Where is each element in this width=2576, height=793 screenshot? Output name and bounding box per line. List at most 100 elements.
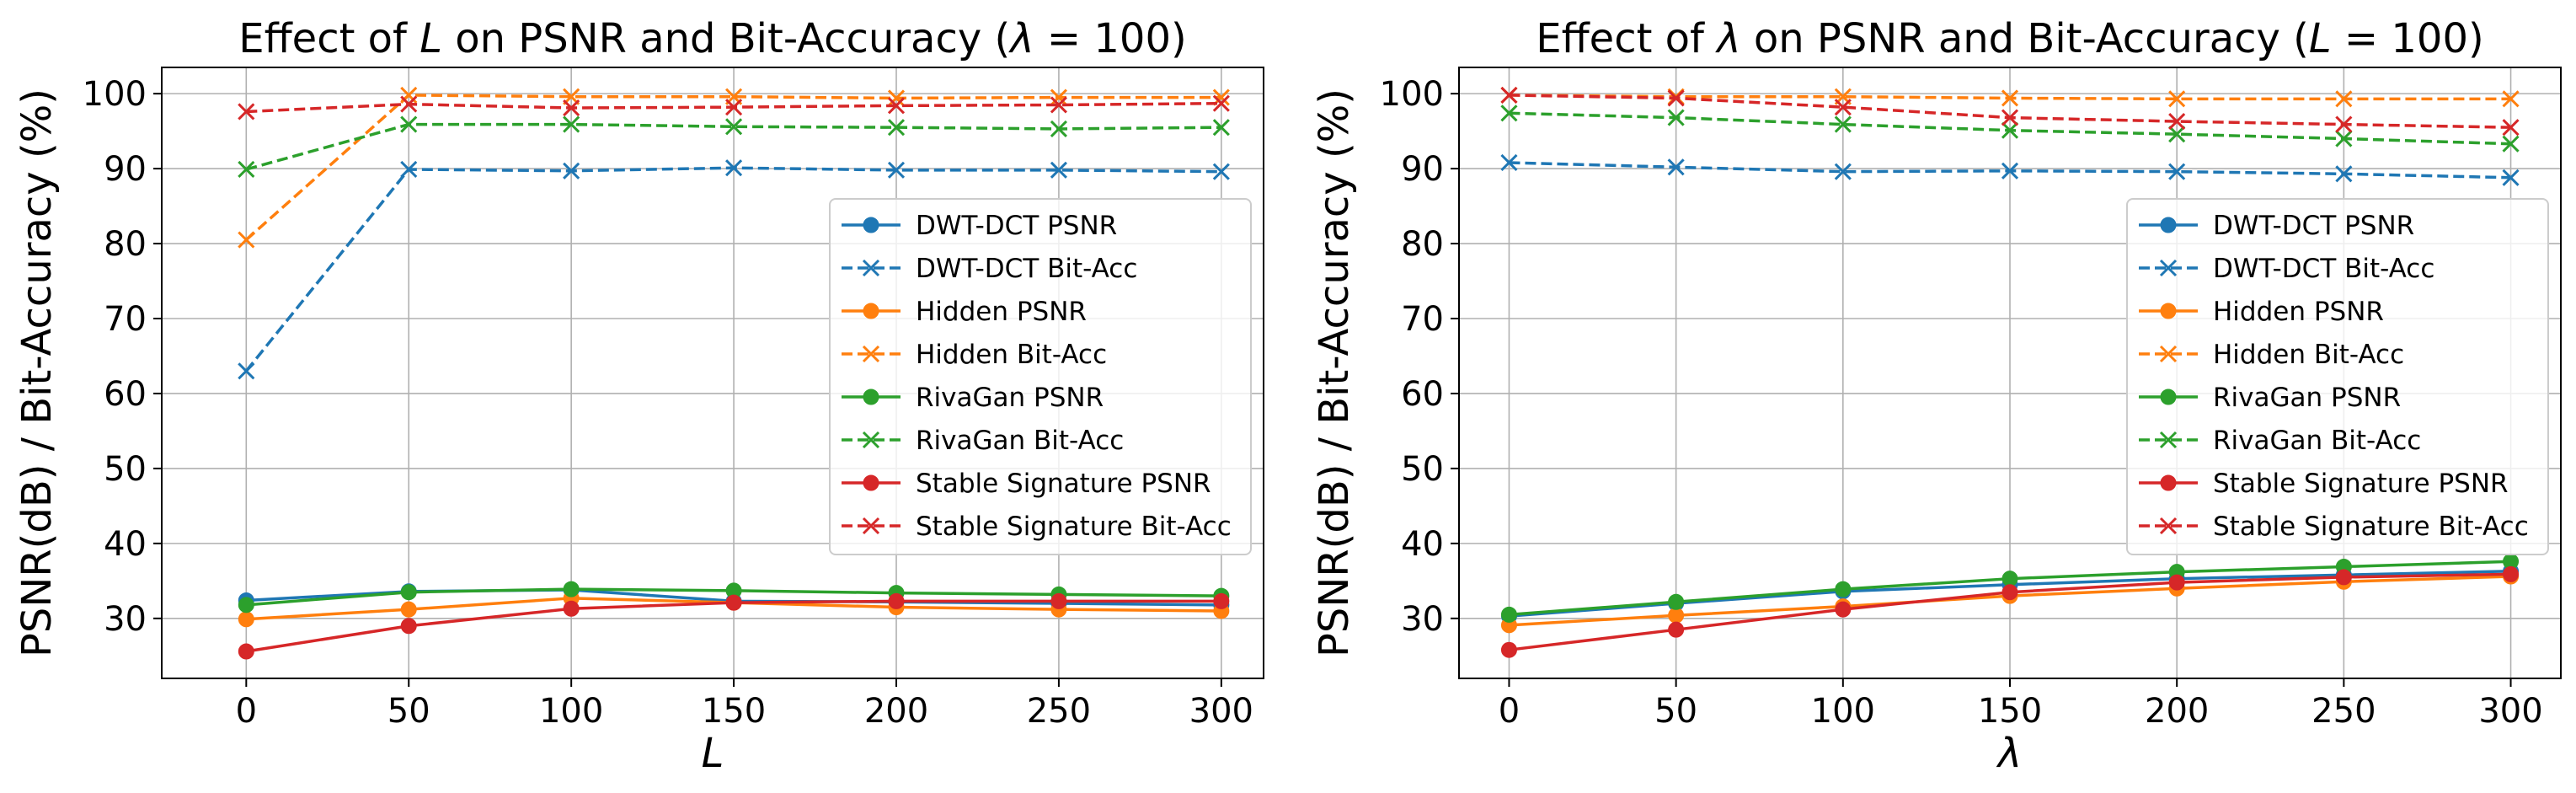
data-point bbox=[1835, 601, 1852, 618]
data-point bbox=[2001, 89, 2019, 107]
title-part: L bbox=[2309, 15, 2332, 62]
data-point bbox=[1050, 96, 1067, 114]
data-point bbox=[400, 584, 417, 601]
title-part: λ bbox=[1714, 15, 1740, 62]
y-axis-label: PSNR(dB) / Bit-Accuracy (%) bbox=[13, 88, 61, 657]
y-tick-label: 30 bbox=[104, 600, 147, 639]
data-point bbox=[2502, 119, 2520, 137]
x-tick-label: 250 bbox=[2311, 692, 2376, 731]
series-rivagan-psnr bbox=[1500, 553, 2520, 623]
legend-label: Hidden Bit-Acc bbox=[916, 340, 1107, 370]
legend-marker bbox=[2159, 517, 2178, 535]
legend: DWT-DCT PSNR DWT-DCT Bit-Acc Hidden PSNR Hi… bbox=[829, 198, 1252, 555]
data-point bbox=[238, 362, 255, 380]
legend-marker bbox=[2160, 217, 2177, 233]
x-tick-label: 200 bbox=[2145, 692, 2209, 731]
data-point bbox=[888, 592, 905, 609]
legend-label: RivaGan PSNR bbox=[916, 383, 1104, 413]
legend-item: Stable Signature Bit-Acc bbox=[842, 512, 1232, 542]
legend-marker bbox=[2160, 303, 2177, 319]
legend-item: Stable Signature Bit-Acc bbox=[2139, 512, 2529, 542]
x-tick-label: 300 bbox=[1189, 692, 1253, 731]
data-point bbox=[1500, 104, 1518, 122]
y-tick-label: 90 bbox=[104, 150, 147, 189]
data-point bbox=[2503, 565, 2520, 582]
legend: DWT-DCT PSNR DWT-DCT Bit-Acc Hidden PSNR Hi… bbox=[2126, 198, 2549, 555]
data-point bbox=[2168, 163, 2186, 180]
data-point bbox=[887, 89, 906, 107]
legend-marker bbox=[862, 517, 880, 535]
data-point bbox=[1050, 88, 1067, 106]
legend-marker bbox=[2159, 431, 2178, 449]
data-point bbox=[1834, 115, 1852, 133]
legend-label: Hidden Bit-Acc bbox=[2213, 340, 2404, 370]
data-point bbox=[2502, 135, 2520, 153]
series-stable-signature-bit-acc bbox=[1500, 86, 2520, 137]
y-tick-label: 90 bbox=[1401, 150, 1444, 189]
data-point bbox=[1500, 153, 1518, 172]
legend-marker bbox=[2159, 345, 2178, 363]
data-point bbox=[238, 643, 254, 660]
legend-marker bbox=[863, 217, 879, 233]
title-part: L bbox=[420, 15, 442, 62]
data-point bbox=[400, 95, 418, 113]
legend-label: Stable Signature PSNR bbox=[916, 469, 1211, 499]
x-tick-label: 150 bbox=[702, 692, 766, 731]
y-tick-label: 80 bbox=[104, 225, 147, 264]
data-point bbox=[1667, 158, 1685, 176]
data-point bbox=[2335, 115, 2353, 133]
y-tick-label: 50 bbox=[104, 450, 147, 489]
legend-marker bbox=[862, 431, 880, 449]
y-tick-label: 50 bbox=[1401, 450, 1444, 489]
data-point bbox=[1835, 581, 1852, 597]
series-stable-signature-psnr bbox=[1500, 565, 2520, 658]
title-part: on PSNR and Bit-Accuracy ( bbox=[442, 15, 1010, 62]
chart-panel-2: 0 50 100 150 200 250 300 30 40 50 60 70 80 90 100 Effec… bbox=[1311, 15, 2562, 777]
data-point bbox=[1500, 641, 1517, 658]
data-point bbox=[2502, 90, 2520, 108]
data-point bbox=[2335, 130, 2353, 147]
data-point bbox=[1050, 592, 1067, 609]
y-tick-label: 40 bbox=[1401, 525, 1444, 564]
legend-marker bbox=[2160, 474, 2177, 491]
data-point bbox=[238, 611, 254, 628]
data-point bbox=[1212, 119, 1230, 137]
data-point bbox=[887, 161, 906, 179]
legend-item: RivaGan Bit-Acc bbox=[842, 426, 1124, 456]
legend-item: RivaGan Bit-Acc bbox=[2139, 426, 2421, 456]
data-point bbox=[400, 618, 417, 635]
data-point bbox=[1050, 161, 1067, 179]
series-rivagan-bit-acc bbox=[238, 115, 1230, 179]
chart-title: Effect of L on PSNR and Bit-Accuracy (λ … bbox=[238, 15, 1186, 62]
x-tick-label: 50 bbox=[387, 692, 430, 731]
data-point bbox=[1500, 606, 1517, 623]
legend-marker bbox=[2160, 388, 2177, 405]
x-tick-label: 100 bbox=[1811, 692, 1875, 731]
data-point bbox=[887, 97, 906, 115]
data-point bbox=[563, 581, 580, 597]
y-axis-label: PSNR(dB) / Bit-Accuracy (%) bbox=[1311, 88, 1358, 657]
data-point bbox=[1834, 99, 1852, 116]
y-tick-label: 100 bbox=[83, 75, 147, 114]
data-point bbox=[2168, 112, 2186, 131]
y-tick-label: 60 bbox=[104, 375, 147, 414]
x-axis-label: λ bbox=[1996, 730, 2022, 777]
y-tick-label: 60 bbox=[1401, 375, 1444, 414]
legend-item: DWT-DCT PSNR bbox=[842, 211, 1117, 241]
title-part: λ bbox=[1007, 15, 1034, 62]
data-point bbox=[563, 99, 580, 117]
legend-label: Stable Signature PSNR bbox=[2213, 469, 2509, 499]
data-point bbox=[2001, 109, 2019, 126]
legend-marker bbox=[862, 345, 880, 363]
x-tick-label: 50 bbox=[1654, 692, 1697, 731]
data-point bbox=[725, 594, 742, 611]
y-tick-label: 40 bbox=[104, 525, 147, 564]
series-dwt-dct-bit-acc bbox=[1500, 153, 2520, 186]
legend-marker bbox=[2159, 259, 2178, 277]
x-tick-label: 250 bbox=[1027, 692, 1091, 731]
chart-panel-1: 0 50 100 150 200 250 300 30 40 50 60 70 80 90 100 Effec… bbox=[13, 15, 1264, 777]
data-point bbox=[400, 115, 418, 133]
legend-label: Stable Signature Bit-Acc bbox=[2213, 512, 2529, 542]
legend-item: DWT-DCT PSNR bbox=[2139, 211, 2414, 241]
